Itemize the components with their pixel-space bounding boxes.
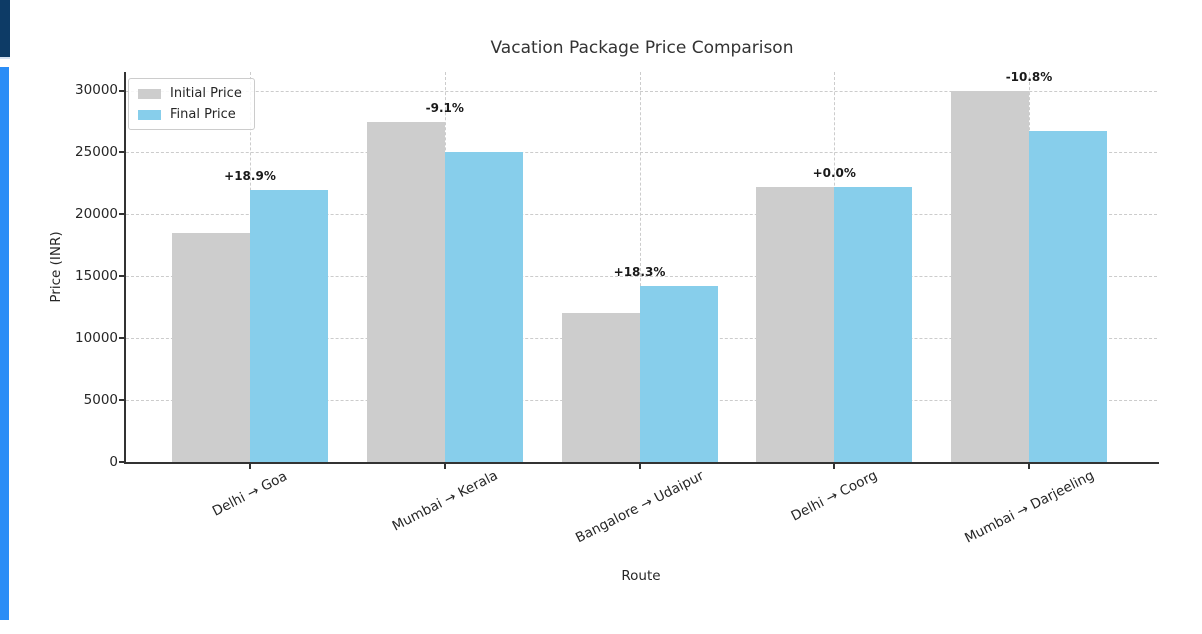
legend: Initial Price Final Price [128,78,255,130]
x-tick-mark-1 [443,464,446,469]
y-tick-label-20000: 20000 [75,205,118,222]
x-tick-mark-0 [249,464,251,469]
pct-annotation-1: -9.1% [425,100,464,115]
category-label-1: Mumbai → Kerala [389,467,501,535]
legend-item-final-price: Final Price [138,107,242,122]
bar-final-1 [444,152,523,462]
h-gridline-20000 [126,214,1157,216]
y-tick-label-10000: 10000 [75,329,118,346]
x-tick-mark-4 [1028,464,1030,469]
bar-final-0 [250,189,328,462]
category-label-4: Mumbai → Darjeeling [961,467,1097,548]
y-axis-spine [124,72,126,464]
window-accent-bar-top [0,0,10,57]
y-tick-mark-0 [119,461,124,463]
legend-swatch-final-price [138,109,161,120]
bar-initial-4 [951,90,1029,462]
bar-initial-2 [561,313,640,462]
y-tick-mark-30000 [119,89,124,92]
y-tick-label-15000: 15000 [75,267,118,284]
x-axis-spine [124,462,1159,464]
window-accent-bar-side [0,67,9,620]
y-tick-mark-20000 [119,213,124,216]
y-tick-mark-15000 [119,275,124,278]
bar-initial-1 [366,121,445,462]
v-gridline-2 [639,72,641,462]
legend-swatch-initial-price [138,88,161,99]
y-tick-label-5000: 5000 [83,391,118,408]
y-tick-label-0: 0 [109,453,118,470]
x-tick-mark-2 [638,464,641,469]
h-gridline-30000 [126,90,1157,92]
y-tick-mark-5000 [119,399,124,402]
y-tick-label-25000: 25000 [75,143,118,160]
category-label-3: Delhi → Coorg [788,467,881,525]
bar-initial-0 [172,232,250,462]
x-tick-mark-3 [833,464,836,469]
legend-label-final-price: Final Price [170,107,236,122]
chart-title: Vacation Package Price Comparison [490,38,794,58]
y-tick-mark-10000 [119,337,124,340]
category-label-0: Delhi → Goa [209,467,290,520]
h-gridline-25000 [126,152,1157,154]
bar-initial-3 [756,186,835,462]
pct-annotation-0: +18.9% [224,168,276,183]
y-tick-label-30000: 30000 [75,82,118,99]
bar-final-2 [639,286,718,462]
pct-annotation-4: -10.8% [1005,69,1053,84]
pct-annotation-3: +0.0% [812,165,856,180]
h-gridline-15000 [126,276,1157,278]
bar-final-4 [1029,130,1107,462]
window-accent-divider [0,57,10,59]
x-axis-label: Route [621,568,661,584]
legend-item-initial-price: Initial Price [138,86,242,101]
y-tick-mark-25000 [119,151,124,154]
category-label-2: Bangalore → Udaipur [572,467,706,547]
pct-annotation-2: +18.3% [613,265,666,280]
bar-final-3 [834,186,913,462]
legend-label-initial-price: Initial Price [170,86,242,101]
